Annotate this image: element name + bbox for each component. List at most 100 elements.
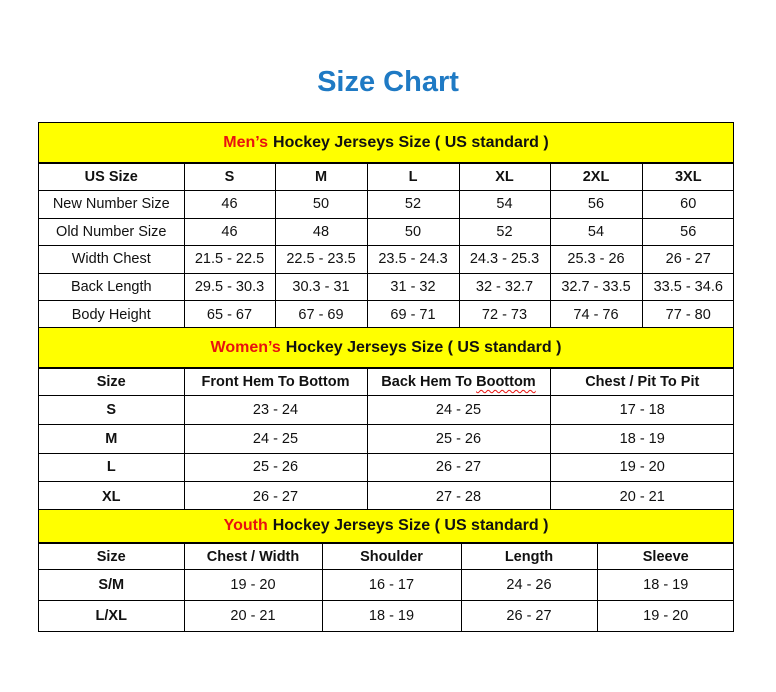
table-row: Body Height 65 - 67 67 - 69 69 - 71 72 - 73 7… xyxy=(39,300,734,329)
column-header: Front Hem To Bottom xyxy=(183,368,368,396)
table-cell: 18 - 19 xyxy=(596,569,734,601)
table-cell: 23.5 - 24.3 xyxy=(366,245,460,274)
row-label: New Number Size xyxy=(39,190,185,219)
table-cell: 26 - 27 xyxy=(641,245,734,274)
table-cell: 74 - 76 xyxy=(549,300,643,329)
row-label: Body Height xyxy=(39,300,185,329)
table-cell: 21.5 - 22.5 xyxy=(183,245,276,274)
table-row: New Number Size 46 50 52 54 56 60 xyxy=(39,190,734,219)
column-header: Sleeve xyxy=(596,543,734,570)
table-cell: 22.5 - 23.5 xyxy=(274,245,368,274)
row-label: Back Length xyxy=(39,272,185,302)
table-cell: 77 - 80 xyxy=(641,300,734,329)
table-row: M 24 - 25 25 - 26 18 - 19 xyxy=(39,423,734,454)
table-row: Back Length 29.5 - 30.3 30.3 - 31 31 - 32 32… xyxy=(39,272,734,302)
column-header: Shoulder xyxy=(321,543,462,570)
row-label: Width Chest xyxy=(39,245,185,274)
column-header: Size xyxy=(39,543,185,570)
column-header: US Size xyxy=(39,163,185,191)
table-cell: 67 - 69 xyxy=(274,300,368,329)
table-row: S/M 19 - 20 16 - 17 24 - 26 18 - 19 xyxy=(39,569,734,601)
heading-highlight: Youth xyxy=(223,517,268,534)
column-header: S xyxy=(183,163,276,191)
mens-size-section: Men’s Hockey Jerseys Size ( US standard )… xyxy=(38,122,734,329)
mens-section-heading: Men’s Hockey Jerseys Size ( US standard ) xyxy=(39,122,733,163)
table-cell: 32.7 - 33.5 xyxy=(549,272,643,302)
table-row: Width Chest 21.5 - 22.5 22.5 - 23.5 23.5 - … xyxy=(39,245,734,274)
youth-size-section: Youth Hockey Jerseys Size ( US standard )… xyxy=(38,509,734,632)
table-cell: 54 xyxy=(458,190,551,219)
table-cell: 33.5 - 34.6 xyxy=(641,272,734,302)
table-row: L/XL 20 - 21 18 - 19 26 - 27 19 - 20 xyxy=(39,600,734,632)
table-cell: 16 - 17 xyxy=(321,569,462,601)
table-cell: 25 - 26 xyxy=(183,452,368,483)
table-cell: 24.3 - 25.3 xyxy=(458,245,551,274)
column-header: XL xyxy=(458,163,551,191)
table-cell: 26 - 27 xyxy=(366,452,551,483)
table-cell: 29.5 - 30.3 xyxy=(183,272,276,302)
table-cell: 56 xyxy=(641,217,734,247)
table-cell: 65 - 67 xyxy=(183,300,276,329)
row-label: S xyxy=(39,395,185,425)
column-header: Chest / Width xyxy=(183,543,323,570)
mens-size-table: US Size S M L XL 2XL 3XL New Number Size 46 50 52 5… xyxy=(39,163,734,329)
table-cell: 25 - 26 xyxy=(366,423,551,454)
page-title: Size Chart xyxy=(317,66,459,98)
column-header: Back Hem To Boottom xyxy=(366,368,551,396)
table-header-row: US Size S M L XL 2XL 3XL xyxy=(39,163,734,191)
column-header: Chest / Pit To Pit xyxy=(549,368,734,396)
row-label: XL xyxy=(39,481,185,511)
column-header: M xyxy=(274,163,368,191)
table-cell: 46 xyxy=(183,217,276,247)
table-cell: 26 - 27 xyxy=(183,481,368,511)
table-cell: 20 - 21 xyxy=(549,481,734,511)
table-cell: 32 - 32.7 xyxy=(458,272,551,302)
table-row: L 25 - 26 26 - 27 19 - 20 xyxy=(39,452,734,483)
table-cell: 19 - 20 xyxy=(596,600,734,632)
row-label: L xyxy=(39,452,185,483)
column-header: Length xyxy=(460,543,598,570)
table-cell: 60 xyxy=(641,190,734,219)
heading-text: Hockey Jerseys Size ( US standard ) xyxy=(272,517,549,534)
table-row: S 23 - 24 24 - 25 17 - 18 xyxy=(39,395,734,425)
row-label: M xyxy=(39,423,185,454)
table-cell: 52 xyxy=(366,190,460,219)
table-header-row: Size Chest / Width Shoulder Length Sleeve xyxy=(39,543,734,570)
table-cell: 31 - 32 xyxy=(366,272,460,302)
table-cell: 50 xyxy=(366,217,460,247)
table-cell: 24 - 25 xyxy=(183,423,368,454)
table-cell: 26 - 27 xyxy=(460,600,598,632)
womens-size-table: Size Front Hem To Bottom Back Hem To Boott… xyxy=(39,368,734,511)
table-cell: 30.3 - 31 xyxy=(274,272,368,302)
table-cell: 69 - 71 xyxy=(366,300,460,329)
youth-size-table: Size Chest / Width Shoulder Length Sleeve S/M… xyxy=(39,543,734,632)
column-header: 2XL xyxy=(549,163,643,191)
table-cell: 18 - 19 xyxy=(549,423,734,454)
table-cell: 24 - 25 xyxy=(366,395,551,425)
womens-size-section: Women’s Hockey Jerseys Size ( US standard… xyxy=(38,327,734,511)
table-cell: 52 xyxy=(458,217,551,247)
table-cell: 19 - 20 xyxy=(549,452,734,483)
table-cell: 56 xyxy=(549,190,643,219)
table-row: Old Number Size 46 48 50 52 54 56 xyxy=(39,217,734,247)
table-cell: 72 - 73 xyxy=(458,300,551,329)
column-header: L xyxy=(366,163,460,191)
table-cell: 18 - 19 xyxy=(321,600,462,632)
youth-section-heading: Youth Hockey Jerseys Size ( US standard ) xyxy=(39,509,733,543)
table-cell: 17 - 18 xyxy=(549,395,734,425)
table-cell: 19 - 20 xyxy=(183,569,323,601)
table-cell: 27 - 28 xyxy=(366,481,551,511)
table-bottom-border xyxy=(38,631,734,632)
column-header: Size xyxy=(39,368,185,396)
row-label: L/XL xyxy=(39,600,185,632)
heading-text: Hockey Jerseys Size ( US standard ) xyxy=(285,338,562,356)
table-cell: 23 - 24 xyxy=(183,395,368,425)
table-cell: 20 - 21 xyxy=(183,600,323,632)
table-cell: 50 xyxy=(274,190,368,219)
table-cell: 24 - 26 xyxy=(460,569,598,601)
column-header: 3XL xyxy=(641,163,734,191)
womens-section-heading: Women’s Hockey Jerseys Size ( US standard… xyxy=(39,327,733,368)
table-cell: 54 xyxy=(549,217,643,247)
heading-highlight: Women’s xyxy=(210,338,281,356)
heading-highlight: Men’s xyxy=(223,133,269,151)
